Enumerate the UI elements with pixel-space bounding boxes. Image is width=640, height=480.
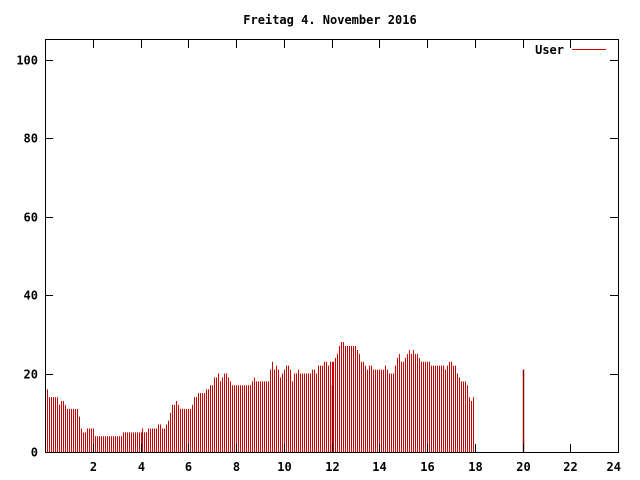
bar-series <box>45 342 474 452</box>
x-tick-label: 20 <box>516 460 530 474</box>
plot-frame <box>45 39 619 453</box>
marker-lines <box>331 369 525 452</box>
y-axis: 0 20 40 60 80 100 <box>16 54 618 460</box>
y-tick-label: 60 <box>24 211 38 225</box>
y-tick-label: 20 <box>24 368 38 382</box>
y-tick-label: 80 <box>24 132 38 146</box>
x-tick-label: 8 <box>233 460 240 474</box>
y-tick-label: 100 <box>16 54 38 68</box>
x-tick-label: 2 <box>90 460 97 474</box>
x-tick-label: 24 <box>607 460 621 474</box>
y-tick-label: 0 <box>31 446 38 460</box>
x-axis: 2 4 6 8 10 12 14 16 18 20 22 24 <box>90 40 621 474</box>
x-tick-label: 18 <box>468 460 482 474</box>
legend-label: User <box>535 43 564 57</box>
legend: User <box>535 43 606 57</box>
x-tick-label: 14 <box>372 460 386 474</box>
chart-title: Freitag 4. November 2016 <box>243 13 416 27</box>
x-tick-label: 22 <box>563 460 577 474</box>
x-tick-label: 12 <box>325 460 339 474</box>
x-tick-label: 4 <box>138 460 145 474</box>
y-tick-label: 40 <box>24 289 38 303</box>
x-tick-label: 10 <box>277 460 291 474</box>
x-tick-label: 16 <box>420 460 434 474</box>
x-tick-label: 6 <box>185 460 192 474</box>
